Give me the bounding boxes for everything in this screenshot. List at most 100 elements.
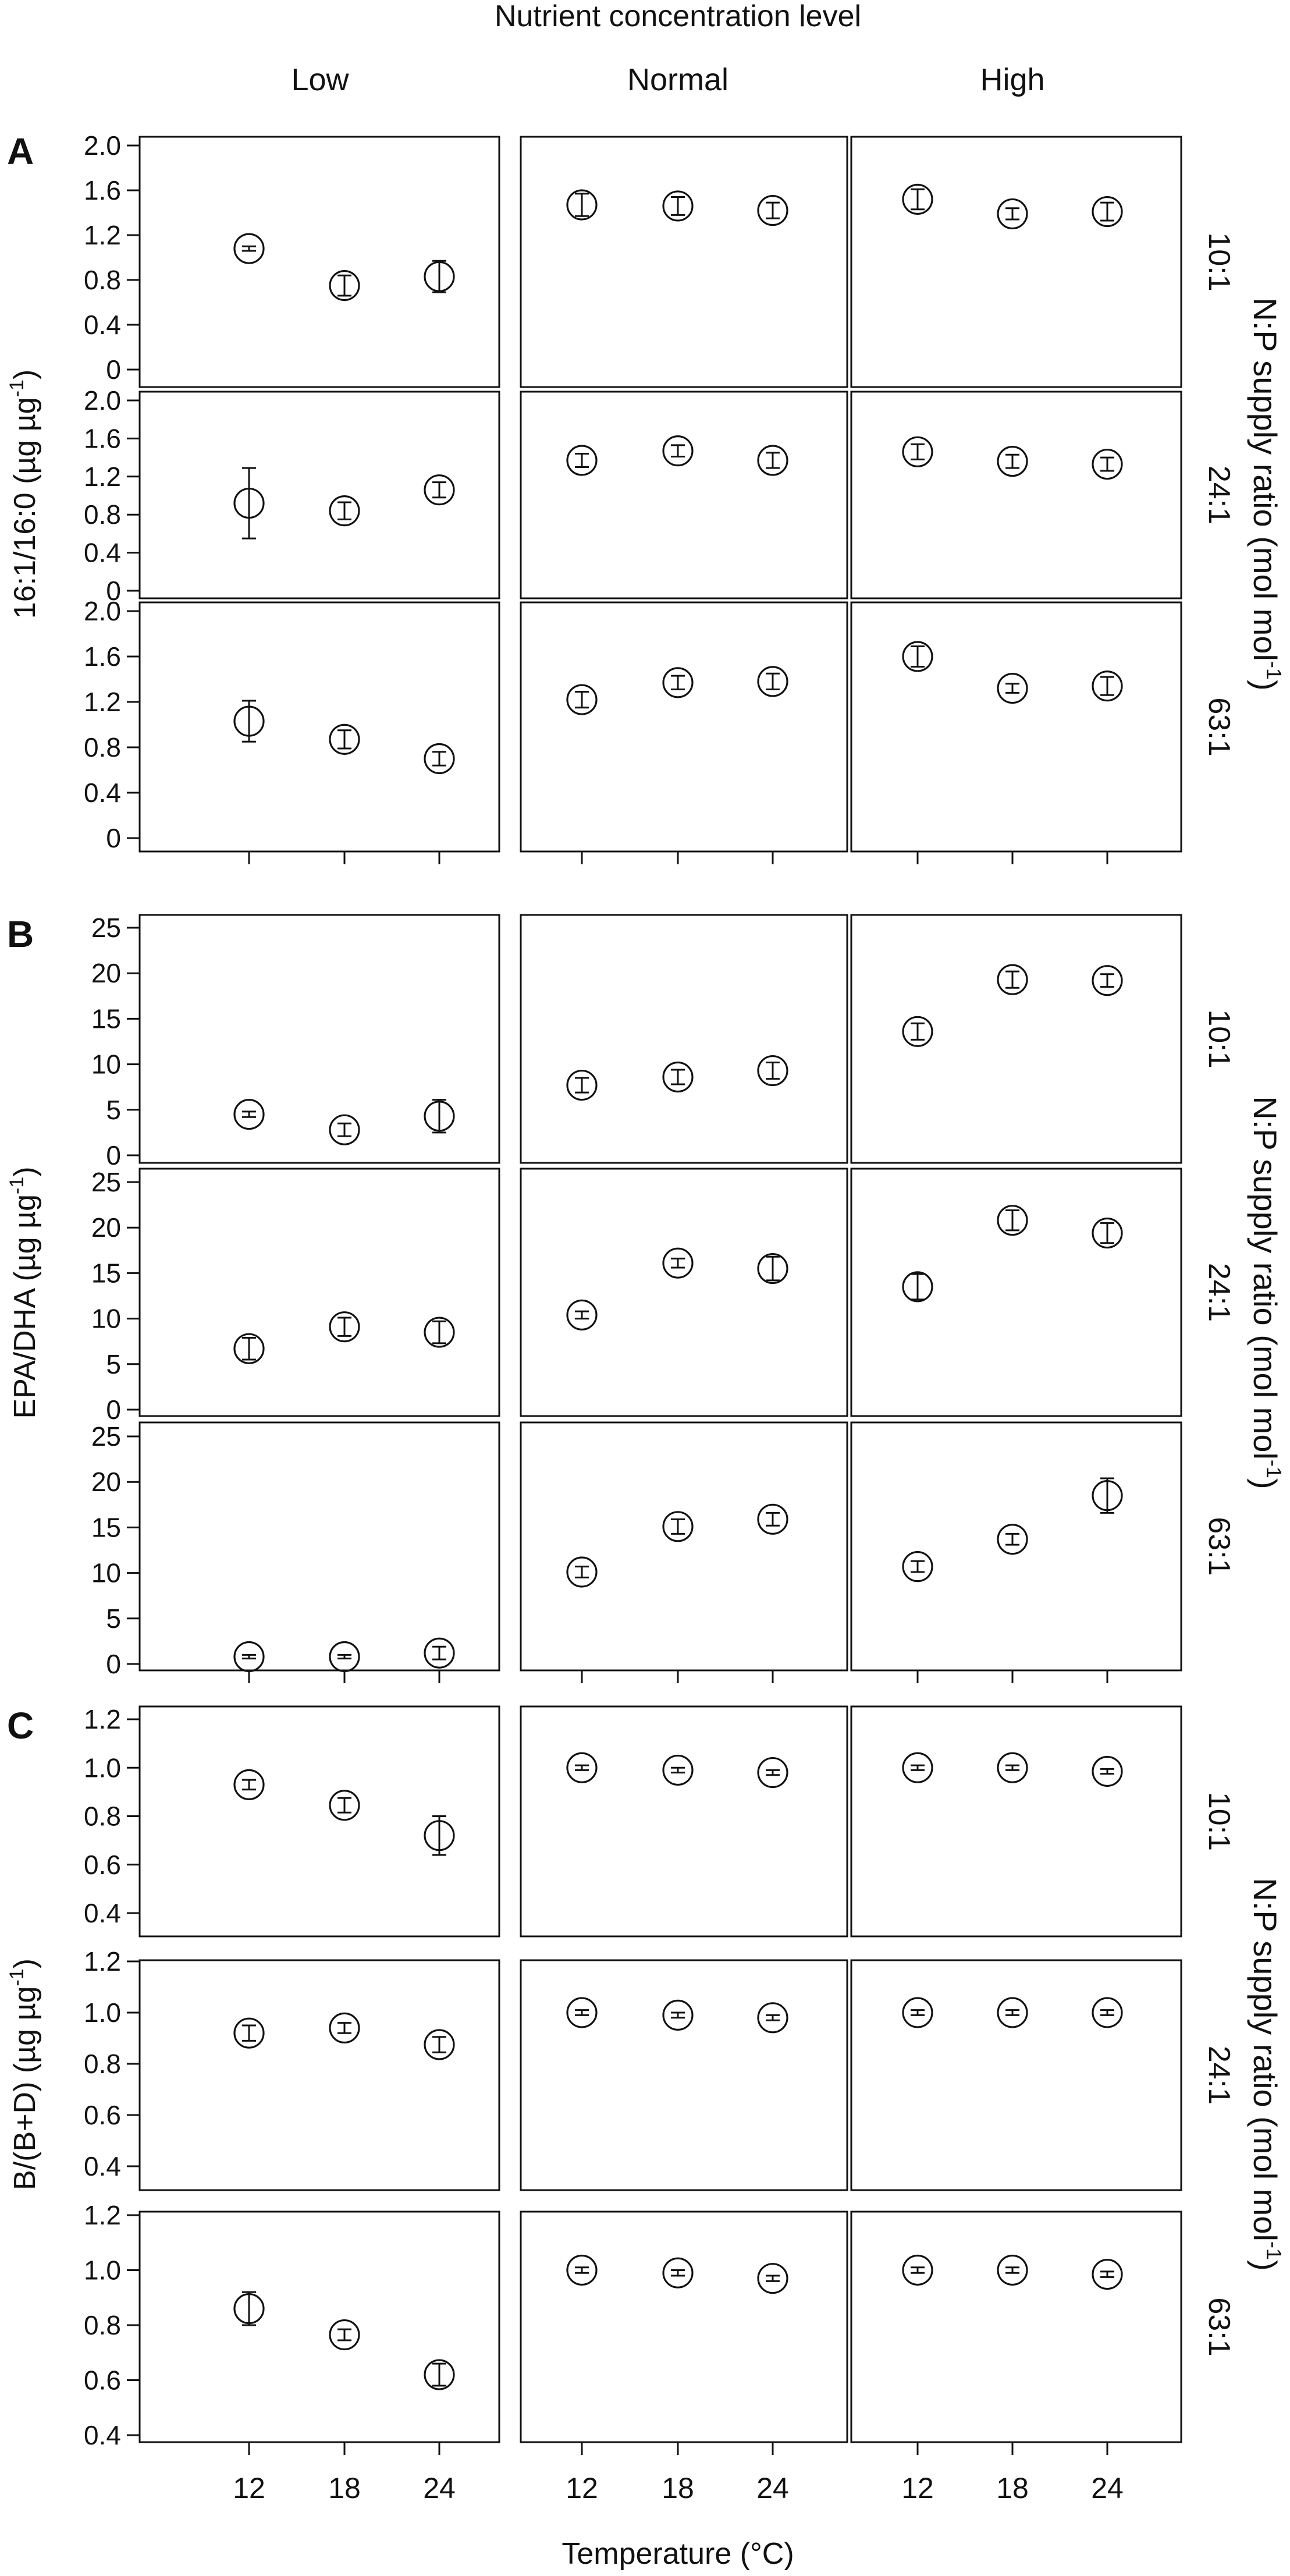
facet-frame [850, 2210, 1182, 2443]
data-point [902, 436, 933, 467]
facet-frame [850, 1959, 1182, 2191]
y-tick-label: 20 [91, 1212, 121, 1243]
data-point [233, 487, 265, 519]
y-tick-label: 10 [91, 1304, 121, 1334]
data-point [902, 1016, 933, 1047]
x-tick-label: 24 [1091, 2472, 1124, 2504]
data-point [997, 964, 1028, 995]
data-point [662, 667, 694, 698]
data-point [329, 1790, 360, 1821]
data-point [757, 445, 788, 476]
data-point [566, 189, 598, 221]
y-tick-label: 1.0 [84, 1997, 121, 2028]
facet-frame [520, 391, 848, 599]
column-header-low: Low [291, 62, 349, 97]
y-tick-label: 1.2 [84, 1704, 121, 1734]
y-axis-title-C: B/(B+D) (µg µg-1) [6, 1958, 42, 2190]
y-tick-label: 2.0 [84, 596, 121, 626]
data-point [662, 1999, 694, 2031]
data-point [902, 183, 933, 215]
row-label-63-1: 63:1 [1202, 697, 1236, 756]
y-tick-label: 25 [91, 1167, 121, 1197]
data-point [566, 1997, 598, 2028]
y-tick-label: 10 [91, 1558, 121, 1588]
y-tick-label: 0.6 [84, 1850, 121, 1880]
y-tick-label: 5 [106, 1603, 121, 1634]
x-tick-label: 18 [996, 2472, 1029, 2504]
data-point [997, 1752, 1028, 1783]
row-label-24-1: 24:1 [1202, 2046, 1236, 2105]
y-tick-label: 25 [91, 1421, 121, 1452]
y-tick-label: 5 [106, 1095, 121, 1125]
data-point [1092, 448, 1123, 480]
facet-frame [138, 1959, 500, 2191]
y-tick-label: 5 [106, 1349, 121, 1379]
data-point [329, 495, 360, 527]
data-point [233, 1769, 265, 1800]
y-tick-label: 1.0 [84, 1752, 121, 1783]
y-tick-label: 0.4 [84, 1898, 121, 1928]
data-point [662, 435, 694, 467]
data-point [233, 2293, 265, 2325]
data-point [662, 1247, 694, 1279]
facet-frame [138, 1705, 500, 1938]
data-point [662, 2257, 694, 2288]
row-label-63-1: 63:1 [1202, 2297, 1236, 2356]
y-tick-label: 0.6 [84, 2365, 121, 2396]
y-tick-label: 1.2 [84, 220, 121, 250]
data-point [424, 2359, 455, 2390]
facet-frame [138, 136, 500, 388]
y-tick-label: 0 [106, 354, 121, 385]
y-tick-label: 1.0 [84, 2255, 121, 2286]
data-point [233, 2017, 265, 2049]
data-point [1092, 1755, 1123, 1787]
y-tick-label: 0.4 [84, 778, 121, 808]
right-axis-title-A: N:P supply ratio (mol mol-1) [1247, 297, 1286, 690]
x-tick-label: 24 [423, 2472, 456, 2504]
y-tick-label: 1.2 [84, 2200, 121, 2230]
facet-frame [138, 914, 500, 1164]
data-point [902, 1271, 933, 1303]
y-tick-label: 1.6 [84, 641, 121, 672]
facet-frame [520, 1168, 848, 1417]
data-point [997, 2254, 1028, 2286]
facet-frame [850, 1421, 1182, 1672]
data-point [424, 261, 455, 292]
data-point [662, 190, 694, 222]
facet-frame [138, 601, 500, 853]
y-tick-label: 1.6 [84, 175, 121, 205]
y-tick-label: 0 [106, 1649, 121, 1679]
data-point [566, 1752, 598, 1783]
y-axis-title-A: 16:1/16:0 (µg µg-1) [6, 370, 42, 619]
facet-frame [850, 136, 1182, 388]
facet-frame [850, 601, 1182, 853]
data-point [329, 1114, 360, 1145]
data-point [662, 1511, 694, 1542]
y-tick-label: 0 [106, 823, 121, 853]
y-tick-label: 15 [91, 1512, 121, 1542]
facet-frame [138, 1421, 500, 1672]
data-point [662, 1061, 694, 1093]
y-tick-label: 0.8 [84, 2310, 121, 2340]
x-tick-label: 12 [901, 2472, 934, 2504]
y-tick-label: 0 [106, 1140, 121, 1170]
y-tick-label: 20 [91, 958, 121, 988]
data-point [757, 666, 788, 697]
data-point [757, 1757, 788, 1789]
row-label-10-1: 10:1 [1202, 1792, 1236, 1851]
data-point [757, 1252, 788, 1285]
data-point [902, 1997, 933, 2028]
data-point [757, 2263, 788, 2294]
data-point [1092, 1480, 1123, 1511]
row-label-63-1: 63:1 [1202, 1517, 1236, 1576]
y-tick-label: 0.4 [84, 2151, 121, 2181]
y-tick-label: 15 [91, 1258, 121, 1288]
x-tick-label: 18 [662, 2472, 694, 2504]
panel-letter-C: C [7, 1705, 34, 1747]
y-tick-label: 0.8 [84, 2049, 121, 2079]
y-tick-label: 2.0 [84, 385, 121, 416]
data-point [757, 1055, 788, 1087]
data-point [424, 1637, 455, 1669]
data-point [566, 1556, 598, 1588]
